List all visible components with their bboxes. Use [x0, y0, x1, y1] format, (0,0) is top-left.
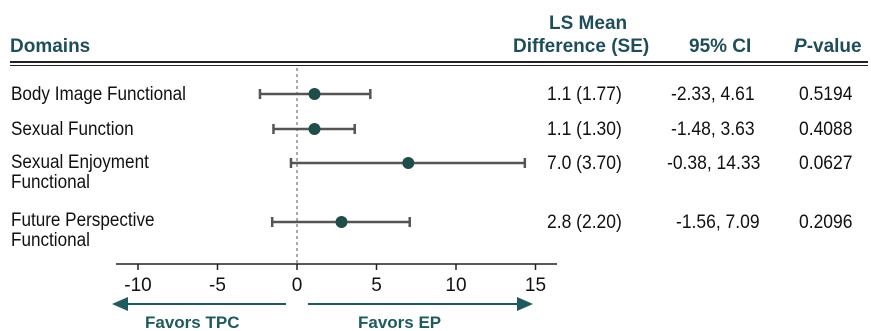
- header-ls-mean-line1: LS Mean: [549, 13, 628, 34]
- p-value-1: 0.5194: [799, 84, 853, 105]
- p-value-2: 0.4088: [799, 119, 853, 140]
- ls-mean-2: 1.1 (1.30): [547, 119, 622, 140]
- ls-mean-4: 2.8 (2.20): [547, 212, 622, 233]
- domain-label-1: Body Image Functional: [11, 84, 186, 105]
- p-value-4: 0.2096: [799, 212, 853, 233]
- estimate-point-3: [402, 157, 415, 169]
- estimate-point-2: [308, 123, 321, 135]
- ci-1: -2.33, 4.61: [671, 84, 755, 105]
- estimate-point-1: [308, 88, 321, 100]
- x-tick-label--5: -5: [209, 275, 226, 296]
- x-tick-label-15: 15: [525, 275, 546, 296]
- x-tick-label-0: 0: [292, 275, 303, 296]
- header-rule-thick: [10, 61, 868, 63]
- favors-left-arrow-head: [112, 297, 128, 311]
- domain-label-4: Future Perspective Functional: [11, 210, 155, 251]
- p-value-3: 0.0627: [799, 153, 853, 174]
- ci-3: -0.38, 14.33: [667, 153, 761, 174]
- x-tick-label--10: -10: [124, 275, 151, 296]
- domain-label-2: Sexual Function: [11, 119, 134, 140]
- ci-2: -1.48, 3.63: [671, 119, 755, 140]
- x-tick-label-10: 10: [445, 275, 466, 296]
- header-p-value: P-value: [794, 36, 862, 58]
- header-p-rest: -value: [806, 36, 862, 57]
- favors-right-arrow-head: [517, 297, 533, 311]
- ls-mean-3: 7.0 (3.70): [547, 153, 622, 174]
- header-ls-mean-line2: Difference (SE): [513, 36, 650, 57]
- ci-4: -1.56, 7.09: [676, 212, 760, 233]
- domain-label-3: Sexual Enjoyment Functional: [11, 152, 149, 193]
- header-p-italic: P: [794, 36, 807, 57]
- header-domains: Domains: [10, 36, 91, 57]
- favors-right-label: Favors EP: [358, 313, 441, 331]
- header-ci: 95% CI: [689, 36, 752, 57]
- header-rule-thin: [10, 65, 868, 66]
- x-tick-label-5: 5: [371, 275, 382, 296]
- estimate-point-4: [335, 216, 348, 228]
- ls-mean-1: 1.1 (1.77): [547, 84, 622, 105]
- favors-left-label: Favors TPC: [145, 313, 239, 331]
